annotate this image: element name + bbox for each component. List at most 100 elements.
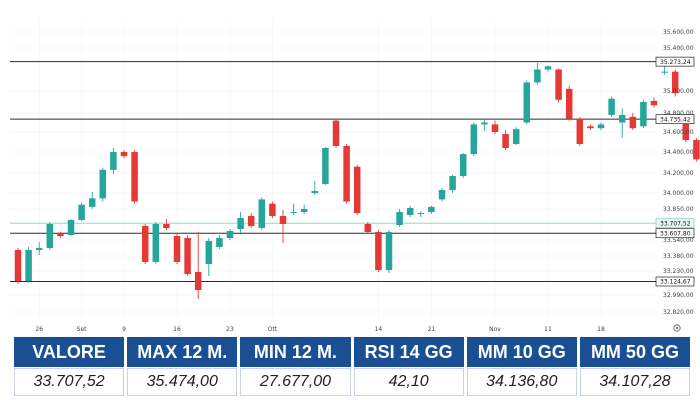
y-tick-label: 34.800,00 — [663, 110, 694, 117]
candle-body — [14, 250, 22, 281]
candle-body — [300, 209, 308, 212]
candle-body — [449, 176, 456, 190]
candle-body — [173, 236, 181, 262]
candle — [608, 96, 615, 117]
x-tick-label: Set — [77, 326, 88, 333]
reference-price-tag-label: 33.124,67 — [660, 279, 691, 286]
stat-header-rsi: RSI 14 GG — [353, 337, 464, 367]
candle — [46, 222, 54, 250]
candle-body — [375, 232, 382, 270]
candle — [417, 211, 425, 217]
candle-body — [46, 224, 54, 248]
candle — [693, 138, 700, 162]
stat-value-valore: 33.707,52 — [14, 368, 125, 396]
y-tick-label: 32.990,00 — [663, 292, 694, 299]
candle — [576, 116, 584, 146]
candle — [194, 232, 202, 299]
candle — [470, 122, 478, 157]
candle — [152, 222, 160, 264]
candle — [640, 99, 647, 129]
candle — [481, 119, 488, 132]
candle — [184, 235, 191, 276]
candle — [544, 65, 552, 72]
candle-body — [428, 206, 435, 212]
candle-body — [88, 198, 96, 207]
candle-body — [544, 66, 552, 70]
stats-header-row: VALORE MAX 12 M. MIN 12 M. RSI 14 GG MM … — [14, 337, 691, 367]
last-price-tag-label: 33.707,52 — [660, 220, 691, 227]
candle-body — [110, 152, 117, 170]
x-axis: 26 Set 9 16 23 Ott 14 21 Nov 11 18 — [35, 326, 605, 333]
candle-body — [587, 126, 594, 129]
candle — [650, 97, 658, 108]
x-tick-label: 11 — [544, 326, 552, 333]
x-tick-label: Nov — [489, 326, 501, 333]
candle-body — [523, 82, 531, 123]
candle-body — [57, 234, 64, 236]
candle — [131, 150, 138, 204]
candle-body — [226, 231, 234, 238]
candle-body — [353, 166, 361, 213]
candle-body — [650, 100, 658, 106]
candle-body — [332, 120, 340, 146]
candle-body — [364, 224, 372, 232]
stat-header-mm10: MM 10 GG — [466, 337, 577, 367]
candle — [512, 127, 520, 145]
candle — [163, 219, 170, 230]
candle-body — [481, 122, 488, 125]
candle — [258, 197, 266, 230]
candle — [406, 205, 414, 217]
candle-body — [163, 224, 170, 228]
grid-lines — [10, 20, 655, 318]
stat-value-max: 35.474,00 — [127, 368, 238, 396]
candle — [491, 120, 499, 134]
candle — [110, 148, 117, 174]
candle-body — [640, 102, 647, 127]
candle-body — [131, 152, 138, 202]
candle-body — [406, 207, 414, 215]
y-tick-label: 35.600,00 — [663, 29, 694, 36]
candle — [35, 242, 43, 255]
x-tick-label: 21 — [428, 326, 436, 333]
stat-value-mm50: 34.107,28 — [579, 368, 691, 396]
candle-body — [502, 134, 509, 148]
candle-body — [693, 140, 700, 160]
candle — [428, 205, 435, 214]
stat-header-mm50: MM 50 GG — [579, 337, 691, 367]
candle-body — [25, 250, 32, 281]
reference-price-tag-box — [655, 228, 695, 239]
last-price-tag-box — [655, 218, 695, 229]
stat-header-valore: VALORE — [14, 337, 125, 367]
y-tick-label: 35.400,00 — [663, 45, 694, 52]
candle — [555, 68, 562, 102]
candle-body — [417, 213, 425, 214]
y-tick-label: 32.820,00 — [663, 309, 694, 316]
candle — [88, 192, 96, 209]
candle-body — [67, 220, 75, 235]
candle-body — [184, 238, 191, 274]
reference-price-tag-label: 35.273,24 — [660, 59, 691, 66]
candle-body — [205, 241, 213, 264]
candle — [502, 130, 509, 150]
reset-zoom-icon[interactable] — [673, 324, 681, 332]
stats-table: VALORE MAX 12 M. MIN 12 M. RSI 14 GG MM … — [14, 337, 691, 397]
candle — [173, 234, 181, 264]
stat-value-rsi: 42,10 — [353, 368, 464, 396]
stat-value-min: 27.677,00 — [240, 368, 351, 396]
candle-body — [396, 212, 403, 225]
candle-body — [152, 224, 160, 262]
candle — [449, 175, 456, 193]
x-tick-label: 23 — [226, 326, 234, 333]
candle-body — [194, 272, 202, 290]
candle-body — [661, 71, 668, 73]
candle — [300, 204, 308, 214]
candle — [353, 164, 361, 215]
y-axis: 35.600,00 35.400,00 35.000,00 34.800,00 34.6… — [663, 29, 694, 316]
candle-body — [78, 204, 85, 220]
stats-value-row: 33.707,52 35.474,00 27.677,00 42,10 34.1… — [14, 368, 691, 396]
candle — [311, 181, 319, 196]
y-tick-label: 33.230,00 — [663, 268, 694, 275]
candle-body — [608, 98, 615, 115]
candle-body — [216, 238, 223, 247]
y-tick-label: 34.200,00 — [663, 170, 694, 177]
